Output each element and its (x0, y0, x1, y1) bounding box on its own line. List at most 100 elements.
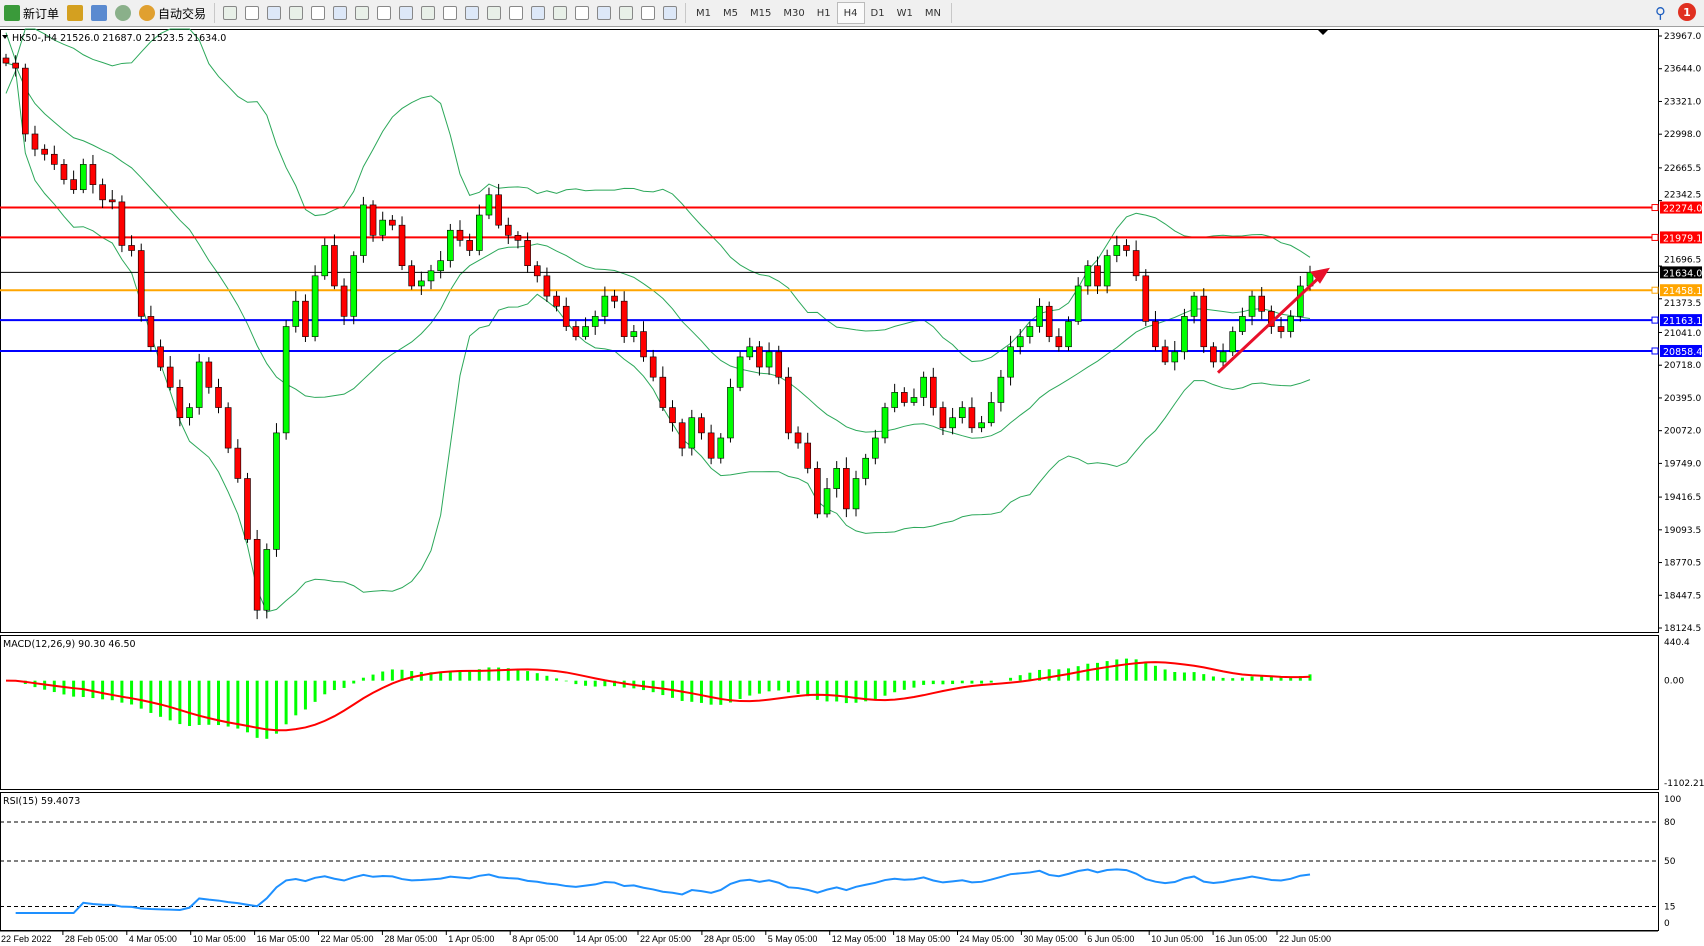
candle (1229, 326, 1237, 356)
candle (1065, 316, 1072, 351)
indicators-icon (399, 6, 414, 20)
candle (1297, 276, 1304, 322)
bull-candle-body (1036, 305, 1043, 327)
candle (1287, 310, 1294, 338)
candle (843, 457, 850, 518)
bear-candle-body (331, 245, 338, 287)
candle (215, 378, 222, 414)
candle (476, 204, 483, 256)
candle (1210, 342, 1217, 368)
tile-windows-button[interactable] (329, 2, 351, 24)
bull-candle-body (79, 164, 87, 191)
trend-arrow-line[interactable] (1216, 275, 1322, 374)
gold-icon (67, 5, 84, 21)
bull-candle-body (379, 219, 387, 236)
candle (1103, 249, 1111, 294)
arrows-button[interactable] (659, 2, 681, 24)
candle (910, 388, 918, 406)
bull-candle-body (949, 417, 956, 429)
text-button[interactable] (615, 2, 637, 24)
chart-bar-button[interactable] (219, 2, 241, 24)
candle (1142, 269, 1150, 326)
candle (591, 310, 599, 335)
zoom-in-button[interactable] (285, 2, 307, 24)
price-tick-label: 20718.0 (1664, 361, 1701, 371)
level-handle[interactable] (1651, 204, 1659, 212)
horizontal-line-button[interactable] (527, 2, 549, 24)
candle (814, 461, 821, 519)
timeframe-m15[interactable]: M15 (750, 7, 772, 19)
candle (1181, 308, 1188, 360)
candle (273, 423, 280, 557)
new-order-button[interactable]: 新订单 (0, 2, 63, 24)
notification-badge[interactable]: 1 (1678, 3, 1696, 21)
search-icon[interactable]: ⚲ (1655, 4, 1666, 22)
chart-shift-marker-icon[interactable] (1318, 30, 1328, 35)
bull-candle-body (601, 295, 609, 317)
candle (1094, 256, 1101, 294)
candlestick-button[interactable] (241, 2, 263, 24)
bear-candle-body (785, 376, 792, 434)
chart-shift-button[interactable] (373, 2, 395, 24)
bear-candle-body (929, 376, 937, 408)
candle (456, 220, 464, 247)
periods-button[interactable] (417, 2, 439, 24)
candle (350, 251, 358, 325)
bull-candle-body (997, 376, 1005, 403)
candle (1161, 339, 1169, 366)
vertical-line-button[interactable] (505, 2, 527, 24)
bear-candle-body (814, 468, 821, 515)
text-label-button[interactable] (637, 2, 659, 24)
time-label: 6 Jun 05:00 (1087, 934, 1134, 944)
bear-candle-body (533, 265, 541, 277)
candle (99, 178, 106, 208)
zoom-out-icon (311, 6, 326, 20)
timeframe-mn[interactable]: MN (924, 7, 941, 19)
bear-candle-body (843, 468, 850, 510)
candle (543, 267, 551, 302)
candle (302, 294, 309, 343)
auto-scroll-button[interactable] (351, 2, 373, 24)
price-level-label: 21163.1 (1663, 316, 1702, 327)
timeframe-m5[interactable]: M5 (723, 7, 739, 19)
auto-trade-button[interactable]: 自动交易 (135, 2, 210, 24)
timeframe-m1[interactable]: M1 (696, 7, 712, 19)
price-tick-label: 23967.0 (1664, 32, 1701, 42)
signals-button[interactable] (111, 2, 135, 24)
line-chart-button[interactable] (263, 2, 285, 24)
candle (176, 379, 184, 427)
timeframe-m30[interactable]: M30 (783, 7, 805, 19)
bull-candle-body (582, 326, 589, 337)
collapse-icon[interactable] (2, 35, 8, 39)
timeframe-h1[interactable]: H1 (816, 7, 831, 19)
bear-candle-body (466, 240, 473, 251)
indicators-button[interactable] (395, 2, 417, 24)
candle (89, 154, 97, 194)
level-handle[interactable] (1651, 233, 1659, 241)
trendline-button[interactable] (549, 2, 571, 24)
zoom-out-button[interactable] (307, 2, 329, 24)
macd-signal-line (5, 661, 1311, 732)
channel-button[interactable] (571, 2, 593, 24)
candle (1036, 298, 1043, 333)
level-handle[interactable] (1651, 316, 1659, 324)
level-handle[interactable] (1651, 286, 1659, 294)
candle (418, 271, 425, 295)
candle (408, 260, 415, 290)
candle (495, 183, 502, 229)
bull-candle-body (1084, 265, 1092, 287)
market-watch-button[interactable] (63, 2, 87, 24)
fibonacci-button[interactable] (593, 2, 615, 24)
timeframe-w1[interactable]: W1 (896, 7, 913, 19)
price-tick-label: 21041.0 (1664, 329, 1701, 339)
timeframe-h4[interactable]: H4 (836, 2, 865, 24)
crosshair-button[interactable] (483, 2, 505, 24)
navigator-button[interactable] (87, 2, 111, 24)
level-handle[interactable] (1651, 347, 1659, 355)
cursor-button[interactable] (461, 2, 483, 24)
candle (901, 387, 908, 407)
timeframe-d1[interactable]: D1 (870, 7, 885, 19)
templates-button[interactable] (439, 2, 461, 24)
candle (958, 401, 966, 424)
